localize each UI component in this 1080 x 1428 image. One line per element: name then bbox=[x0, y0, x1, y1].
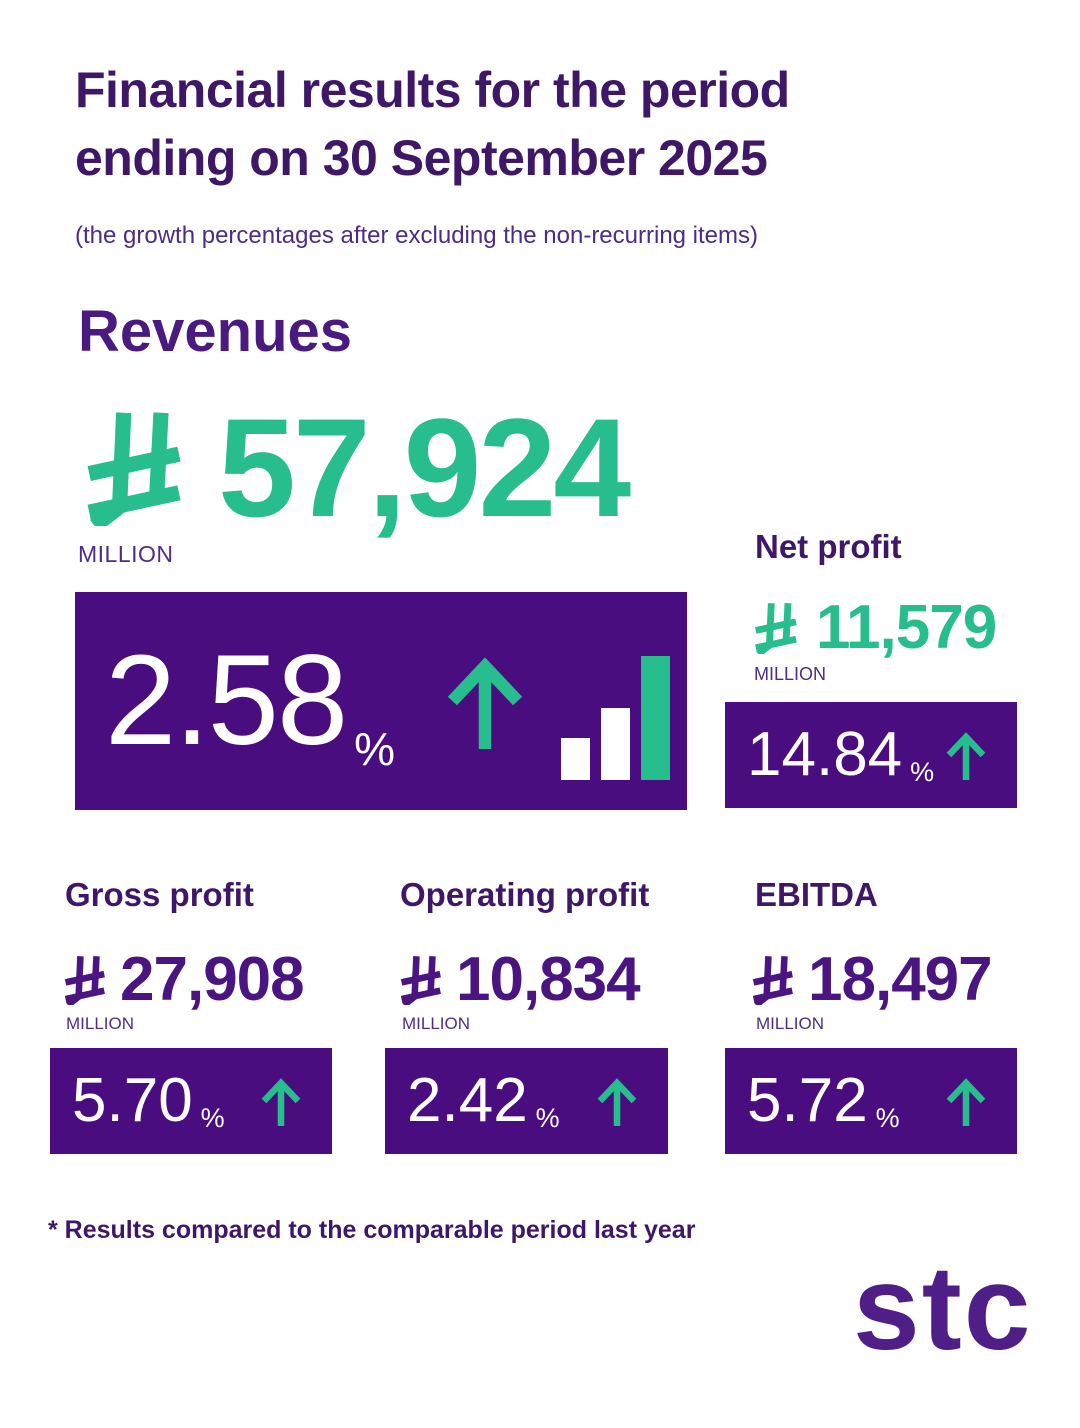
footnote: * Results compared to the comparable per… bbox=[48, 1216, 696, 1244]
percent-sign: % bbox=[535, 1103, 560, 1133]
up-arrow-icon bbox=[256, 1073, 306, 1129]
gross-profit-heading: Gross profit bbox=[65, 876, 254, 913]
saudi-riyal-icon bbox=[80, 410, 184, 526]
revenues-unit-label: MILLION bbox=[78, 541, 174, 567]
stc-logo: stc bbox=[853, 1241, 1033, 1375]
subtitle: (the growth percentages after excluding … bbox=[75, 222, 759, 249]
bar-chart-icon bbox=[561, 656, 671, 780]
saudi-riyal-icon bbox=[750, 955, 794, 1005]
saudi-riyal-icon bbox=[398, 955, 442, 1005]
ebitda-value-row: 18,497 bbox=[750, 944, 993, 1015]
net-profit-growth-box: 14.84 % bbox=[725, 702, 1017, 808]
gross-profit-value-row: 27,908 bbox=[62, 944, 305, 1015]
percent-sign: % bbox=[200, 1103, 225, 1133]
up-arrow-icon bbox=[941, 727, 991, 783]
revenues-growth-box: 2.58 % bbox=[75, 592, 687, 810]
revenues-heading: Revenues bbox=[78, 299, 353, 364]
up-arrow-icon bbox=[592, 1073, 642, 1129]
gross-profit-growth-value: 5.70 bbox=[72, 1066, 193, 1135]
bar-small bbox=[561, 738, 591, 780]
ebitda-heading: EBITDA bbox=[755, 876, 878, 913]
percent-sign: % bbox=[875, 1103, 900, 1133]
up-arrow-icon bbox=[437, 648, 533, 754]
operating-profit-growth-value: 2.42 bbox=[407, 1066, 528, 1135]
percent-sign: % bbox=[910, 757, 935, 787]
operating-profit-unit-label: MILLION bbox=[402, 1014, 471, 1033]
net-profit-value: 11,579 bbox=[816, 593, 997, 662]
operating-profit-growth-box: 2.42 % bbox=[385, 1048, 668, 1154]
page-title: Financial results for the period ending … bbox=[75, 56, 790, 192]
title-line-1: Financial results for the period bbox=[75, 62, 790, 118]
saudi-riyal-icon bbox=[752, 602, 798, 654]
bar-tall bbox=[641, 656, 671, 780]
ebitda-unit-label: MILLION bbox=[756, 1014, 825, 1033]
operating-profit-heading: Operating profit bbox=[400, 876, 650, 913]
ebitda-growth-value: 5.72 bbox=[747, 1066, 868, 1135]
bar-medium bbox=[601, 708, 631, 780]
ebitda-growth-box: 5.72 % bbox=[725, 1048, 1017, 1154]
revenues-value: 57,924 bbox=[218, 389, 631, 546]
up-arrow-icon bbox=[941, 1073, 991, 1129]
gross-profit-unit-label: MILLION bbox=[66, 1014, 135, 1033]
operating-profit-value: 10,834 bbox=[456, 945, 641, 1014]
title-line-2: ending on 30 September 2025 bbox=[75, 130, 768, 186]
ebitda-value: 18,497 bbox=[808, 945, 993, 1014]
percent-sign: % bbox=[354, 723, 396, 775]
saudi-riyal-icon bbox=[62, 955, 106, 1005]
gross-profit-value: 27,908 bbox=[120, 945, 305, 1014]
net-profit-heading: Net profit bbox=[755, 528, 902, 565]
revenues-value-row: 57,924 bbox=[80, 389, 631, 546]
revenues-growth-value: 2.58 bbox=[105, 629, 348, 772]
operating-profit-value-row: 10,834 bbox=[398, 944, 641, 1015]
net-profit-unit-label: MILLION bbox=[754, 664, 827, 684]
gross-profit-growth-box: 5.70 % bbox=[50, 1048, 332, 1154]
net-profit-growth-value: 14.84 bbox=[747, 720, 903, 789]
net-profit-value-row: 11,579 bbox=[752, 592, 997, 663]
